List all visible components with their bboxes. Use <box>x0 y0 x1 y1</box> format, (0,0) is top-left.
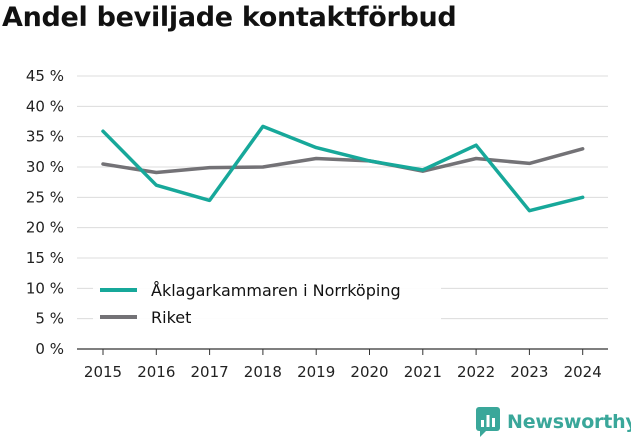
y-tick-label: 40 % <box>26 97 64 115</box>
legend-label: Åklagarkammaren i Norrköping <box>151 281 401 300</box>
y-tick-label: 35 % <box>26 128 64 146</box>
y-tick-label: 0 % <box>35 340 64 358</box>
chart-title: Andel beviljade kontaktförbud <box>2 2 457 33</box>
series-line-riket <box>101 147 585 175</box>
x-tick-label: 2024 <box>564 363 602 381</box>
x-tick-label: 2021 <box>404 363 442 381</box>
brand-name: Newsworthy <box>507 411 631 433</box>
y-tick-label: 20 % <box>26 219 64 237</box>
x-tick-label: 2020 <box>350 363 388 381</box>
legend-background <box>93 276 441 334</box>
y-tick-label: 45 % <box>26 67 64 85</box>
y-tick-label: 25 % <box>26 188 64 206</box>
x-tick-label: 2018 <box>244 363 282 381</box>
x-tick-label: 2019 <box>297 363 335 381</box>
y-tick-label: 30 % <box>26 158 64 176</box>
y-axis-ticks: 0 % 5 % 10 % 15 % 20 % 25 % 30 % 35 % 40 % 45 % <box>26 67 64 358</box>
legend: Åklagarkammaren i Norrköping Riket <box>93 276 441 334</box>
x-tick-label: 2022 <box>457 363 495 381</box>
newsworthy-chart-icon <box>476 407 500 437</box>
y-tick-label: 5 % <box>35 310 64 328</box>
x-axis-ticks: 2015 2016 2017 2018 2019 2020 2021 2022 2023 2024 <box>84 349 602 381</box>
x-tick-label: 2023 <box>510 363 548 381</box>
x-tick-label: 2015 <box>84 363 122 381</box>
x-tick-label: 2017 <box>191 363 229 381</box>
newsworthy-logo: Newsworthy <box>476 406 631 438</box>
y-tick-label: 15 % <box>26 249 64 267</box>
legend-label: Riket <box>151 308 191 327</box>
x-tick-label: 2016 <box>137 363 175 381</box>
line-chart: 0 % 5 % 10 % 15 % 20 % 25 % 30 % 35 % 40 % 45 % 2… <box>26 67 608 381</box>
y-tick-label: 10 % <box>26 279 64 297</box>
series-lines <box>101 124 585 213</box>
series-line-aklagarkammaren <box>101 124 585 213</box>
